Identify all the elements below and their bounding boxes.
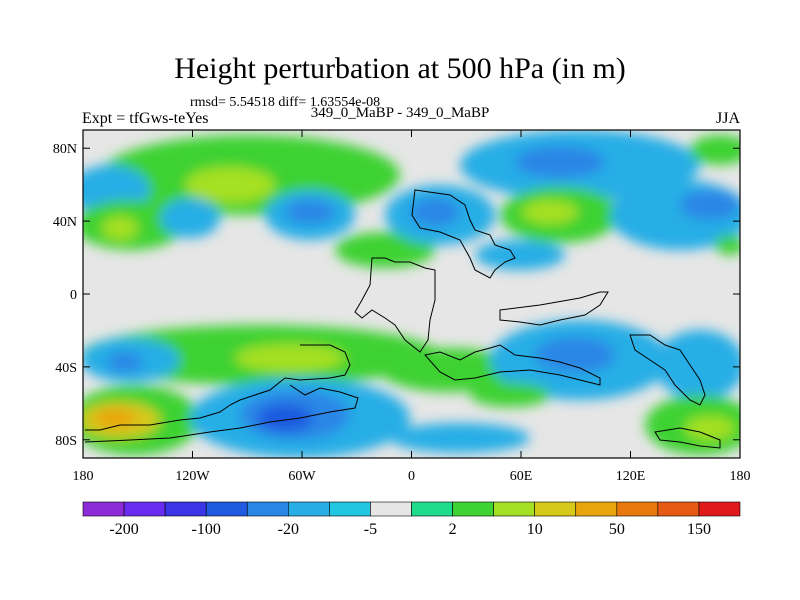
y-tick-label: 80N [53,142,77,157]
y-tick-label: 80S [55,434,77,449]
colorbar-swatch [164,501,207,517]
anomaly-blob [522,200,578,224]
coastline [629,334,706,406]
coastline [424,344,601,386]
anomaly-blob [160,198,220,238]
plot-title: Height perturbation at 500 hPa (in m) [174,52,626,85]
coastlines [84,189,721,449]
colorbar-label: -100 [192,521,221,538]
x-tick-label: 60W [288,469,316,484]
anomaly-blob [715,235,740,255]
anomaly-blob [235,344,345,372]
colorbar-swatch [329,501,371,517]
anomaly-blob [470,383,550,407]
x-tick-label: 120E [616,469,646,484]
colorbar-swatch [246,501,289,517]
x-tick-label: 0 [408,469,415,484]
anomaly-blob [515,146,605,178]
coastline [85,344,351,431]
colorbar-swatch [411,501,453,517]
colorbar-label: -20 [278,521,299,538]
colorbar-swatch [698,501,741,517]
anomaly-blob [690,135,740,165]
colorbar-swatch [370,501,412,517]
season-label: JJA [715,110,740,127]
y-tick-label: 0 [70,288,77,303]
anomaly-blob [410,198,460,226]
colorbar-label: 50 [609,521,625,538]
anomaly-blob [475,240,565,270]
x-axis: 180 120W 60W 0 60E 120E 180 [73,130,751,484]
colorbar-swatch [534,501,577,517]
colorbar-swatch [205,501,248,517]
anomaly-blob [185,167,275,203]
y-tick-label: 40S [55,361,77,376]
contour-field [83,130,740,458]
anomaly-blob [655,330,740,400]
colorbar: -200 -100 -20 -5 2 10 50 150 [82,501,741,538]
colorbar-swatch [616,501,659,517]
coastline [654,427,721,449]
anomaly-blob [285,200,335,224]
colorbar-swatch [82,501,125,517]
x-tick-label: 120W [175,469,210,484]
colorbar-label: -200 [109,521,138,538]
coastline [354,257,436,353]
anomaly-blob [102,216,138,240]
colorbar-swatch [657,501,700,517]
anomaly-blob [380,348,520,392]
colorbar-label: -5 [364,521,377,538]
anomaly-blob [685,416,735,440]
colorbar-label: 2 [449,521,457,538]
x-tick-label: 60E [510,469,533,484]
coastline [411,189,516,279]
colorbar-swatch [452,501,494,517]
anomaly-blob [535,337,615,373]
anomaly-blob [680,190,740,220]
y-axis: 80N 40N 0 40S 80S [53,142,740,449]
coastline [499,291,609,326]
anomaly-blob [390,423,530,453]
y-tick-label: 40N [53,215,77,230]
stats-text: rmsd= 5.54518 diff= 1.63554e-08 [190,95,381,110]
x-tick-label: 180 [730,469,751,484]
coastline [84,384,359,443]
colorbar-swatch [288,501,330,517]
x-tick-label: 180 [73,469,94,484]
anomaly-blob [335,232,435,268]
runs-text: 349_0_MaBP - 349_0_MaBP [310,105,490,121]
anomaly-blob [257,404,313,432]
anomaly-blob [93,408,137,428]
colorbar-swatch [493,501,535,517]
colorbar-label: 10 [527,521,543,538]
colorbar-swatch [123,501,166,517]
colorbar-swatch [575,501,618,517]
colorbar-label: 150 [687,521,711,538]
experiment-label: Expt = tfGws-teYes [82,110,209,127]
anomaly-blob [107,352,143,372]
